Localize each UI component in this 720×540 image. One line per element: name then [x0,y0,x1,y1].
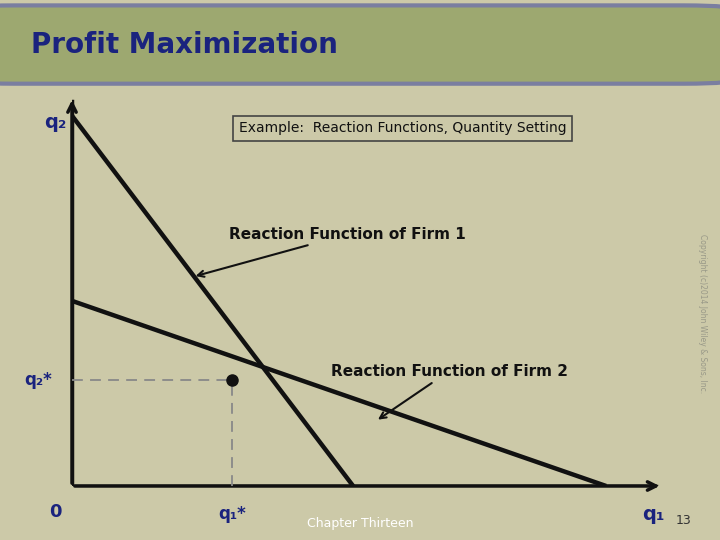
Text: 13: 13 [675,514,691,526]
Text: Profit Maximization: Profit Maximization [31,31,338,58]
Text: Reaction Function of Firm 1: Reaction Function of Firm 1 [198,227,466,277]
Text: q₂: q₂ [44,113,66,132]
Text: Chapter Thirteen: Chapter Thirteen [307,517,413,530]
Text: Reaction Function of Firm 2: Reaction Function of Firm 2 [330,364,567,418]
Text: Copyright (c)2014 John Wiley & Sons, Inc.: Copyright (c)2014 John Wiley & Sons, Inc… [698,234,706,393]
Text: q₁*: q₁* [218,504,246,523]
Text: Example:  Reaction Functions, Quantity Setting: Example: Reaction Functions, Quantity Se… [239,122,567,136]
FancyBboxPatch shape [0,5,720,84]
Text: q₁: q₁ [642,504,665,523]
Text: q₂*: q₂* [24,372,53,389]
Text: 0: 0 [49,503,61,521]
